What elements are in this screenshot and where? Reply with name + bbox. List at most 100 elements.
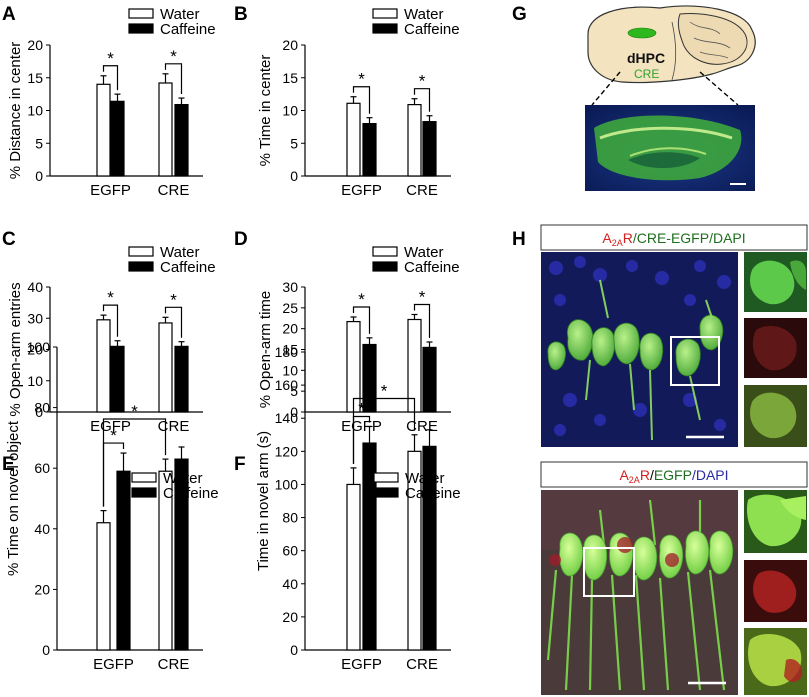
y-tick-label: 10 <box>282 103 298 119</box>
y-tick-label: 5 <box>290 135 298 151</box>
y-tick-label: 0 <box>290 642 298 658</box>
y-tick-label: 5 <box>35 135 43 151</box>
h-bottom-title-box <box>540 461 808 488</box>
y-tick-label: 100 <box>27 339 51 355</box>
y-tick-label: 40 <box>34 521 50 537</box>
y-tick-label: 15 <box>282 70 298 86</box>
y-axis-label: % Open-arm entries <box>7 282 24 416</box>
h-bottom-micrograph <box>541 490 738 695</box>
y-tick-label: 100 <box>275 476 299 492</box>
significance-star: * <box>358 400 365 419</box>
y-tick-label: 15 <box>27 70 43 86</box>
panel-g-brain-schematic: dHPC CRE <box>587 5 756 106</box>
bar-caffeine <box>362 343 377 413</box>
y-tick-label: 60 <box>282 543 298 559</box>
legend-label-water: Water <box>404 244 443 261</box>
legend-swatch-water <box>372 246 398 257</box>
y-tick-label: 80 <box>34 400 50 416</box>
category-label: EGFP <box>341 418 382 435</box>
bar-water <box>407 104 422 177</box>
significance-star: * <box>381 382 388 401</box>
bar-water <box>96 319 111 413</box>
legend-label-caffeine: Caffeine <box>160 259 216 276</box>
h-top-title-box <box>540 224 808 251</box>
legend-label-water: Water <box>160 244 199 261</box>
y-tick-label: 10 <box>27 373 43 389</box>
y-tick-label: 40 <box>27 279 43 295</box>
bar-water <box>346 102 361 177</box>
legend-label-caffeine: Caffeine <box>404 21 460 38</box>
y-tick-label: 0 <box>290 168 298 184</box>
y-tick-label: 20 <box>282 609 298 625</box>
bar-caffeine <box>174 104 189 177</box>
bar-caffeine <box>362 442 377 651</box>
legend-label-water: Water <box>160 6 199 23</box>
bar-water <box>346 483 361 651</box>
panel-label-f: F <box>234 454 246 475</box>
significance-star: * <box>358 70 365 89</box>
legend-label-caffeine: Caffeine <box>404 259 460 276</box>
y-tick-label: 20 <box>27 37 43 53</box>
y-tick-label: 15 <box>282 342 298 358</box>
legend-swatch-water <box>373 472 399 483</box>
dentate-gyrus <box>628 152 700 169</box>
panel-label-a: A <box>2 4 16 25</box>
significance-star: * <box>419 288 426 307</box>
significance-star: * <box>358 290 365 309</box>
bar-water <box>158 470 173 651</box>
significance-bracket <box>102 304 119 337</box>
legend-swatch-caffeine <box>128 23 154 34</box>
zoom-line-right <box>699 71 739 106</box>
significance-star: * <box>110 426 117 445</box>
legend-swatch-caffeine <box>373 487 399 498</box>
category-label: EGFP <box>90 182 131 199</box>
bar-caffeine <box>422 445 437 651</box>
y-tick-label: 0 <box>35 168 43 184</box>
cerebellum <box>677 13 748 65</box>
legend-swatch-water <box>372 8 398 19</box>
y-tick-label: 80 <box>282 510 298 526</box>
bar-caffeine <box>174 458 189 651</box>
significance-bracket <box>164 63 183 95</box>
legend-swatch-water <box>128 8 154 19</box>
significance-bracket-across <box>352 397 416 464</box>
category-label: CRE <box>406 656 438 673</box>
significance-bracket-across <box>102 418 167 507</box>
category-label: EGFP <box>93 656 134 673</box>
significance-star: * <box>131 402 138 421</box>
legend-swatch-water <box>131 472 157 483</box>
hippocampus-micrograph <box>585 105 755 191</box>
y-tick-label: 160 <box>275 377 299 393</box>
category-label: CRE <box>158 182 190 199</box>
y-tick-label: 30 <box>27 310 43 326</box>
category-label: EGFP <box>341 182 382 199</box>
y-axis-label: % Time in center <box>257 55 274 167</box>
y-tick-label: 140 <box>275 410 299 426</box>
h-bottom-title: A2AR/EGFP/DAPI <box>619 467 728 485</box>
chart-c: 0 10 20 30 40% Open-arm entries EGFP CRE * * Wate… <box>7 244 216 435</box>
significance-star: * <box>107 49 114 68</box>
y-tick-label: 20 <box>282 321 298 337</box>
y-tick-label: 10 <box>27 103 43 119</box>
h-top-micrograph <box>541 252 738 447</box>
significance-star: * <box>107 288 114 307</box>
y-tick-label: 60 <box>34 460 50 476</box>
category-label: EGFP <box>90 418 131 435</box>
y-tick-label: 0 <box>290 404 298 420</box>
h-bottom-zoom-box <box>583 547 635 597</box>
legend-label-caffeine: Caffeine <box>405 485 461 502</box>
y-axis-label: Time in novel arm (s) <box>255 431 272 571</box>
significance-bracket <box>102 65 119 91</box>
y-tick-label: 20 <box>282 37 298 53</box>
dhpc-label: dHPC <box>627 50 665 66</box>
legend-label-water: Water <box>404 6 443 23</box>
legend-swatch-caffeine <box>372 261 398 272</box>
zoom-line-left <box>591 71 621 106</box>
y-axis-label: % Open-arm time <box>257 291 274 409</box>
